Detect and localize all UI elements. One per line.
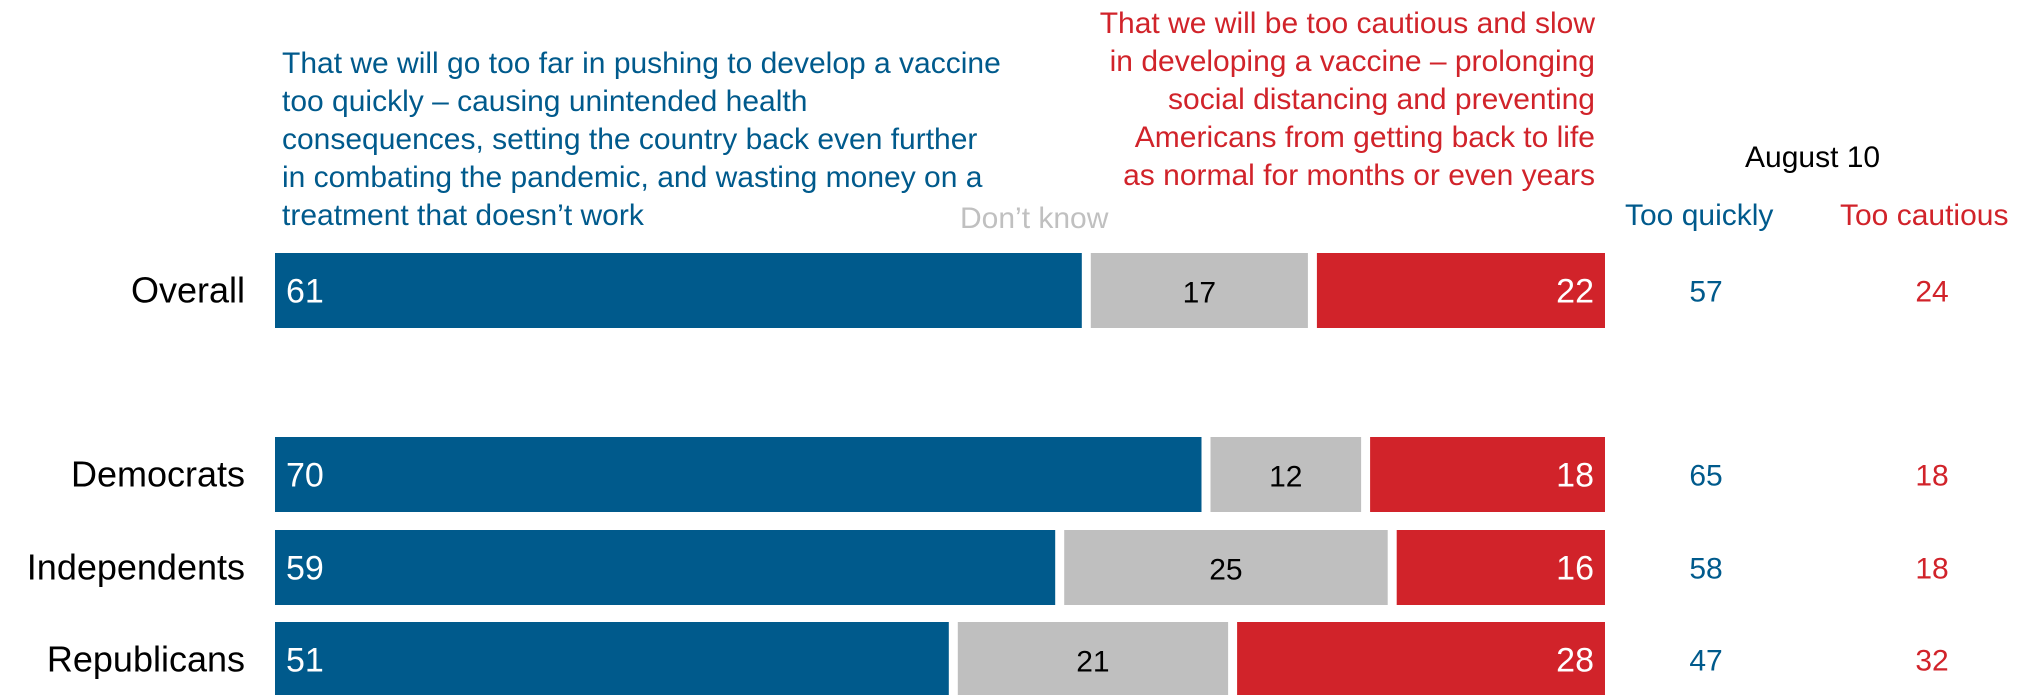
comparison-title: August 10 <box>1745 141 1881 174</box>
header-too-quickly: That we will go too far in pushing to de… <box>282 47 1001 232</box>
category-label-republicans: Republicans <box>47 639 245 680</box>
bar-dont_know-republicans <box>957 622 1229 695</box>
data-label-too_cautious-overall: 22 <box>1556 273 1594 311</box>
category-label-overall: Overall <box>131 270 245 311</box>
data-label-too_quickly-republicans: 51 <box>286 642 324 680</box>
data-label-dont_know-overall: 17 <box>1183 277 1216 310</box>
bar-dont_know-overall <box>1090 253 1308 328</box>
comparison-value-too-quickly-overall: 57 <box>1689 276 1722 309</box>
data-label-dont_know-republicans: 21 <box>1076 646 1109 679</box>
bar-too_cautious-democrats <box>1370 437 1605 512</box>
bar-too_quickly-democrats <box>275 437 1202 512</box>
comparison-col-too-cautious: Too cautious <box>1840 199 2009 232</box>
comparison-value-too-cautious-overall: 24 <box>1915 276 1948 309</box>
header-too-cautious: That we will be too cautious and slow in… <box>1099 7 1595 192</box>
comparison-value-too-cautious-independents: 18 <box>1915 553 1948 586</box>
category-label-independents: Independents <box>27 547 245 588</box>
data-label-too_cautious-democrats: 18 <box>1556 457 1594 495</box>
bar-too_cautious-independents <box>1396 530 1605 605</box>
data-label-too_quickly-independents: 59 <box>286 550 324 588</box>
header-dont-know: Don’t know <box>960 202 1109 235</box>
data-label-dont_know-independents: 25 <box>1209 554 1242 587</box>
comparison-value-too-quickly-republicans: 47 <box>1689 645 1722 678</box>
category-label-democrats: Democrats <box>71 454 245 495</box>
comparison-value-too-quickly-independents: 58 <box>1689 553 1722 586</box>
comparison-value-too-cautious-republicans: 32 <box>1915 645 1948 678</box>
bar-too_quickly-republicans <box>275 622 949 695</box>
comparison-value-too-quickly-democrats: 65 <box>1689 460 1722 493</box>
data-label-dont_know-democrats: 12 <box>1269 461 1302 494</box>
bar-dont_know-independents <box>1064 530 1388 605</box>
bar-too_cautious-republicans <box>1237 622 1605 695</box>
bar-too_quickly-independents <box>275 530 1056 605</box>
bar-too_cautious-overall <box>1316 253 1605 328</box>
data-label-too_cautious-independents: 16 <box>1556 550 1594 588</box>
data-label-too_cautious-republicans: 28 <box>1556 642 1594 680</box>
data-label-too_quickly-democrats: 70 <box>286 457 324 495</box>
comparison-col-too-quickly: Too quickly <box>1625 199 1774 232</box>
bar-dont_know-democrats <box>1210 437 1362 512</box>
data-label-too_quickly-overall: 61 <box>286 273 324 311</box>
bar-too_quickly-overall <box>275 253 1082 328</box>
comparison-value-too-cautious-democrats: 18 <box>1915 460 1948 493</box>
